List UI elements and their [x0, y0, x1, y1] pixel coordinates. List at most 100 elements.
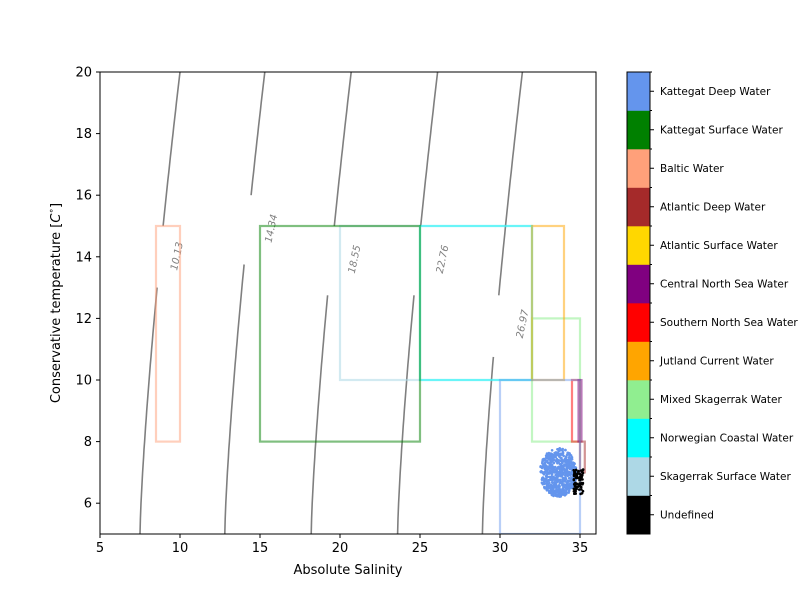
scatter-point — [559, 468, 562, 472]
scatter-point-undefined — [578, 488, 581, 491]
scatter-point — [543, 486, 547, 490]
scatter-point — [564, 474, 567, 477]
density-contour-label: 14.34 — [264, 213, 281, 243]
scatter-point — [570, 471, 573, 474]
scatter-point — [563, 494, 567, 497]
scatter-point — [568, 467, 572, 470]
scatter-point — [564, 464, 567, 467]
scatter-point-undefined — [572, 490, 576, 493]
scatter-point — [558, 453, 562, 457]
colorbar-segment — [627, 264, 650, 304]
scatter-point — [550, 459, 553, 462]
colorbar-label: Central North Sea Water — [660, 278, 789, 290]
scatter-point — [560, 472, 564, 476]
density-contour-line — [310, 295, 329, 534]
scatter-point — [563, 483, 566, 487]
scatter-point — [560, 460, 564, 464]
scatter-point — [560, 480, 563, 484]
scatter-point-undefined — [576, 472, 579, 475]
colorbar-label: Kattegat Deep Water — [660, 86, 771, 98]
scatter-point — [542, 458, 545, 461]
scatter-point-undefined — [579, 484, 582, 488]
scatter-point — [562, 467, 565, 470]
density-contour-label: 10.13 — [169, 241, 186, 271]
scatter-point — [540, 477, 544, 481]
density-contour-line — [250, 72, 266, 196]
colorbar-segment — [627, 341, 650, 381]
water-mass-box — [258, 224, 422, 443]
scatter-point — [555, 452, 559, 456]
scatter-point — [544, 454, 548, 457]
scatter-point — [556, 466, 560, 469]
scatter-point — [546, 488, 549, 492]
water-mass-box — [570, 378, 582, 443]
scatter-point — [540, 481, 544, 485]
scatter-point — [549, 456, 552, 460]
scatter-point — [559, 478, 562, 482]
y-tick-label: 10 — [75, 374, 92, 389]
scatter-point — [563, 470, 567, 474]
scatter-point-undefined — [578, 476, 582, 480]
scatter-point — [548, 481, 551, 485]
scatter-point — [550, 452, 554, 456]
scatter-point — [548, 486, 552, 490]
scatter-point — [557, 461, 560, 464]
scatter-point — [540, 470, 543, 473]
scatter-point — [564, 455, 568, 458]
scatter-point — [567, 456, 571, 459]
y-tick-label: 18 — [75, 127, 92, 142]
scatter-point — [565, 472, 568, 475]
scatter-point — [548, 484, 552, 488]
scatter-point — [562, 454, 565, 458]
scatter-point — [544, 474, 548, 478]
colorbar-frame — [626, 71, 651, 535]
density-contour-label: 18.55 — [347, 244, 364, 274]
scatter-point — [546, 483, 549, 486]
scatter-point-undefined — [573, 492, 577, 495]
scatter-point — [571, 462, 574, 466]
scatter-point — [552, 461, 556, 465]
scatter-point — [552, 488, 555, 492]
scatter-point — [553, 465, 557, 469]
colorbar-label: Baltic Water — [660, 163, 724, 175]
colorbar-label: Mixed Skagerrak Water — [660, 394, 782, 406]
scatter-point — [557, 493, 561, 497]
scatter-point — [542, 465, 545, 468]
scatter-point — [558, 462, 562, 466]
scatter-point — [551, 481, 554, 484]
scatter-point — [553, 451, 556, 455]
scatter-point-undefined — [579, 492, 582, 496]
scatter-point — [550, 473, 554, 476]
scatter-point — [555, 488, 559, 492]
scatter-points — [539, 447, 585, 498]
scatter-point — [567, 476, 571, 480]
colorbar-label: Kattegat Surface Water — [660, 124, 783, 136]
colorbar-segment — [627, 303, 650, 342]
scatter-point — [569, 482, 573, 486]
scatter-point — [561, 449, 564, 453]
scatter-point-undefined — [581, 489, 585, 493]
density-contour-line — [139, 287, 158, 534]
scatter-point — [545, 467, 548, 471]
scatter-point — [548, 478, 552, 482]
colorbar-label: Skagerrak Surface Water — [660, 471, 791, 483]
scatter-point — [569, 474, 572, 477]
scatter-point-undefined — [574, 468, 578, 472]
scatter-point — [550, 449, 554, 452]
scatter-point — [558, 449, 562, 452]
colorbar-label: Norwegian Coastal Water — [660, 432, 794, 444]
scatter-point — [555, 478, 559, 482]
scatter-point — [565, 488, 568, 491]
scatter-point — [550, 463, 554, 467]
scatter-point — [547, 461, 551, 464]
colorbar: Undefined Skagerrak Surface Water Norwegia… — [626, 71, 798, 535]
scatter-point — [544, 478, 548, 482]
x-tick-label: 15 — [252, 541, 269, 556]
density-contour-line — [162, 72, 181, 227]
density-contour-label: 22.76 — [435, 244, 452, 274]
plot-area-frame — [99, 71, 597, 535]
scatter-point-undefined — [572, 478, 576, 482]
scatter-point — [552, 483, 555, 487]
x-axis-label: Absolute Salinity — [293, 563, 402, 578]
scatter-point — [556, 448, 559, 451]
